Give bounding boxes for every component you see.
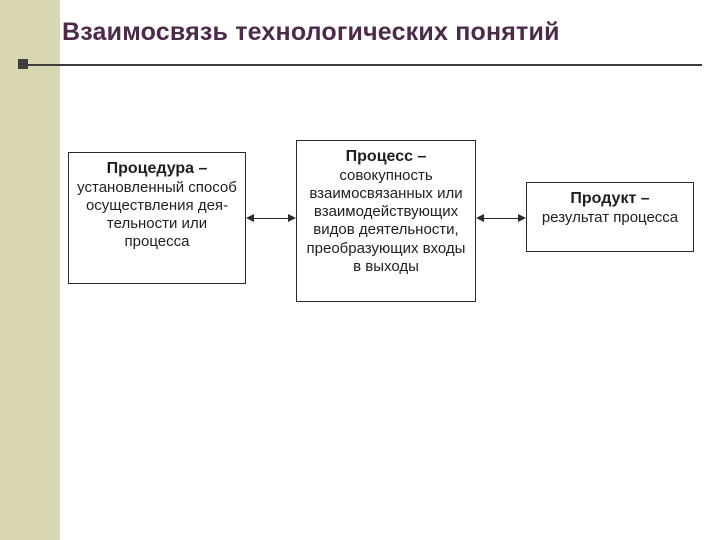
sidebar-accent (0, 0, 60, 540)
arrow-line (484, 218, 518, 219)
arrow-head-right-icon (288, 214, 296, 222)
box-product-body: результат процесса (535, 209, 685, 227)
slide-content: Взаимосвязь технологических понятий Проц… (60, 0, 720, 540)
title-underline (24, 64, 702, 66)
box-product: Продукт – результат процесса (526, 182, 694, 252)
arrow-head-left-icon (476, 214, 484, 222)
arrow-head-right-icon (518, 214, 526, 222)
page-title: Взаимосвязь технологических понятий (62, 18, 560, 47)
box-procedure: Процедура – установленный способ осущест… (68, 152, 246, 284)
arrow-line (254, 218, 288, 219)
concept-diagram: Процедура – установленный способ осущест… (60, 140, 720, 340)
box-product-heading: Продукт – (535, 189, 685, 209)
box-procedure-heading: Процедура – (77, 159, 237, 179)
box-process-heading: Процесс – (305, 147, 467, 167)
box-process-body: совокупность взаимосвязанных или взаимод… (305, 167, 467, 277)
box-procedure-body: установленный способ осуществления дея­т… (77, 179, 237, 252)
arrow-head-left-icon (246, 214, 254, 222)
box-process: Процесс – совокупность взаимосвязанных и… (296, 140, 476, 302)
